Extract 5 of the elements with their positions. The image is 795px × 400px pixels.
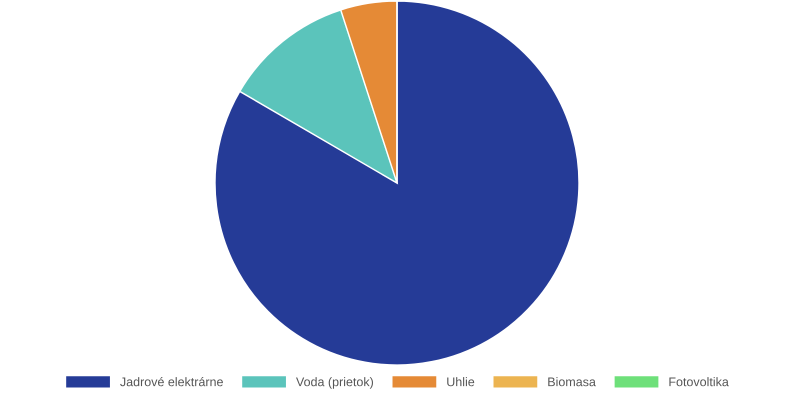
legend-label: Uhlie — [447, 377, 474, 386]
legend-label: Biomasa — [548, 377, 596, 386]
legend-label: Jadrové elektrárne — [120, 376, 223, 386]
legend-label: Voda (prietok) — [296, 377, 373, 389]
legend-label: Fotovoltika — [669, 377, 729, 386]
